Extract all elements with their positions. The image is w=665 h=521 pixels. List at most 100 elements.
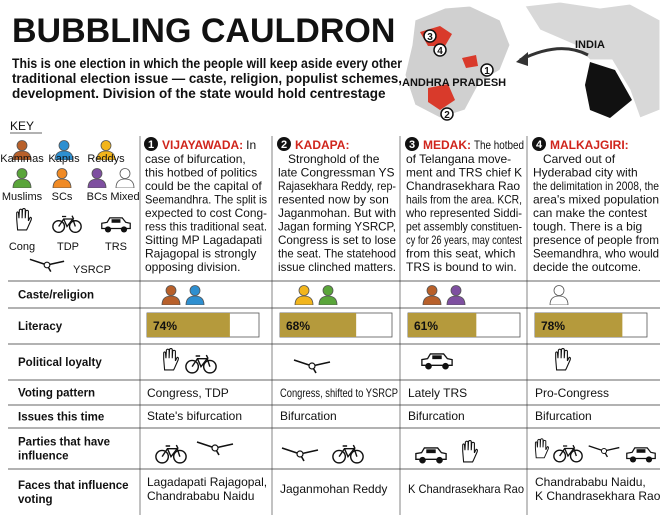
description-line: The hotbed <box>474 138 524 152</box>
number: 2 <box>281 139 287 151</box>
description-line: pet assembly constituen- <box>406 220 522 234</box>
icon <box>446 285 466 305</box>
map-marker <box>423 29 437 43</box>
map-label: INDIA <box>575 39 605 51</box>
caste-label: SCs <box>52 191 73 203</box>
description-line: In <box>246 138 256 152</box>
icon <box>534 438 549 459</box>
description-line: case of bifurcation, <box>145 152 246 166</box>
icon <box>12 168 32 188</box>
map-marker-label: 4 <box>437 46 443 57</box>
party-label: Cong <box>9 241 35 253</box>
icon <box>185 285 205 305</box>
description-line: Jagan forming YSRCP, <box>278 220 396 234</box>
faces-text: Chandrababu Naidu, <box>535 475 646 489</box>
column-name: MALKAJGIRI: <box>550 138 629 152</box>
description-line: area's mixed population <box>533 193 659 207</box>
icon <box>421 353 453 371</box>
voting-text: Congress, shifted to YSRCP <box>280 386 398 400</box>
literacy-bar <box>280 313 357 337</box>
map-marker-label: 3 <box>427 32 433 43</box>
caste-label: Muslims <box>2 191 43 203</box>
row-label: Literacy <box>18 321 63 333</box>
row-label: voting <box>18 494 53 506</box>
column-name: KADAPA: <box>295 138 349 152</box>
map-marker <box>480 63 494 77</box>
description-line: Rajagopal is strongly <box>145 247 256 261</box>
number: 1 <box>148 139 154 151</box>
faces-text: Chandrababu Naidu <box>147 489 254 503</box>
description-line: decide the outcome. <box>533 260 641 274</box>
icon <box>332 444 364 464</box>
column-name: VIJAYAWADA: <box>162 138 243 152</box>
icon <box>115 168 135 188</box>
map-marker-label: 1 <box>484 66 490 77</box>
literacy-label: 61% <box>414 319 438 333</box>
icon <box>196 441 234 456</box>
caste-label: Reddys <box>87 153 125 165</box>
caste-label: Kammas <box>0 153 44 165</box>
description-line: Hyderabad city with <box>533 166 638 180</box>
description-line: hails from the area. KCR, <box>406 193 522 207</box>
icon <box>549 285 569 305</box>
icon <box>422 285 442 305</box>
icon <box>163 348 179 371</box>
icon <box>16 208 32 231</box>
icon <box>161 285 181 305</box>
caste-label: Mixed <box>110 191 139 203</box>
icon <box>52 214 82 234</box>
description-line: from this seat, which <box>406 247 515 261</box>
description-line: this hotbed of politics <box>145 166 257 180</box>
caste-label: BCs <box>87 191 108 203</box>
row-label: Voting pattern <box>18 388 95 400</box>
description-line: ress this traditional seat. <box>145 220 267 234</box>
party-label: TRS <box>105 241 127 253</box>
icon <box>52 168 72 188</box>
faces-text: K Chandrasekhara Rao <box>535 489 661 503</box>
voting-text: Lately TRS <box>408 386 467 400</box>
literacy-label: 68% <box>286 319 310 333</box>
icon <box>626 447 656 464</box>
literacy-label: 78% <box>541 319 565 333</box>
description-line: Seemandhra. The split is <box>145 193 267 207</box>
row-label: Faces that influence <box>18 480 129 492</box>
row-label: Caste/religion <box>18 290 94 302</box>
description-line: Stronghold of the <box>288 152 380 166</box>
description-line: who represented Siddi- <box>405 206 522 220</box>
row-label: Political loyalty <box>18 357 102 369</box>
issues-text: State's bifurcation <box>147 409 242 423</box>
faces-text: Lagadapati Rajagopal, <box>147 475 267 489</box>
description-line: can make the contest <box>533 206 648 220</box>
description-line: presence of people from <box>533 233 659 247</box>
map <box>404 1 661 119</box>
caste-label: Kapus <box>48 153 80 165</box>
intro-line: traditional election issue — caste, reli… <box>12 71 402 86</box>
number-badge <box>532 137 546 151</box>
faces-text: Jaganmohan Reddy <box>280 482 387 496</box>
description-line: expected to cost Cong- <box>145 206 267 220</box>
icon <box>588 445 620 458</box>
icon <box>281 447 319 462</box>
icon <box>87 168 107 188</box>
icon <box>553 444 583 463</box>
number-badge <box>277 137 291 151</box>
map-label: ANDHRA PRADESH <box>402 77 506 89</box>
issues-text: Bifurcation <box>535 409 592 423</box>
description-line: opposing division. <box>145 260 240 274</box>
icon <box>415 447 447 465</box>
literacy-label: 74% <box>153 319 177 333</box>
description-line: of Telangana move- <box>406 152 511 166</box>
row-label: influence <box>18 451 68 463</box>
icon <box>294 285 314 305</box>
icon <box>318 285 338 305</box>
icon <box>293 359 331 374</box>
description-line: Jaganmohan. But with <box>278 206 396 220</box>
column-name: MEDAK: <box>423 138 471 152</box>
row-label: Parties that have <box>18 437 110 449</box>
description-line: Seemandhra, who would <box>533 247 659 261</box>
description-line: late Congressman YS <box>278 166 395 180</box>
icon <box>185 354 217 374</box>
description-line: resented now by son <box>278 193 389 207</box>
map-marker-label: 2 <box>444 110 450 121</box>
